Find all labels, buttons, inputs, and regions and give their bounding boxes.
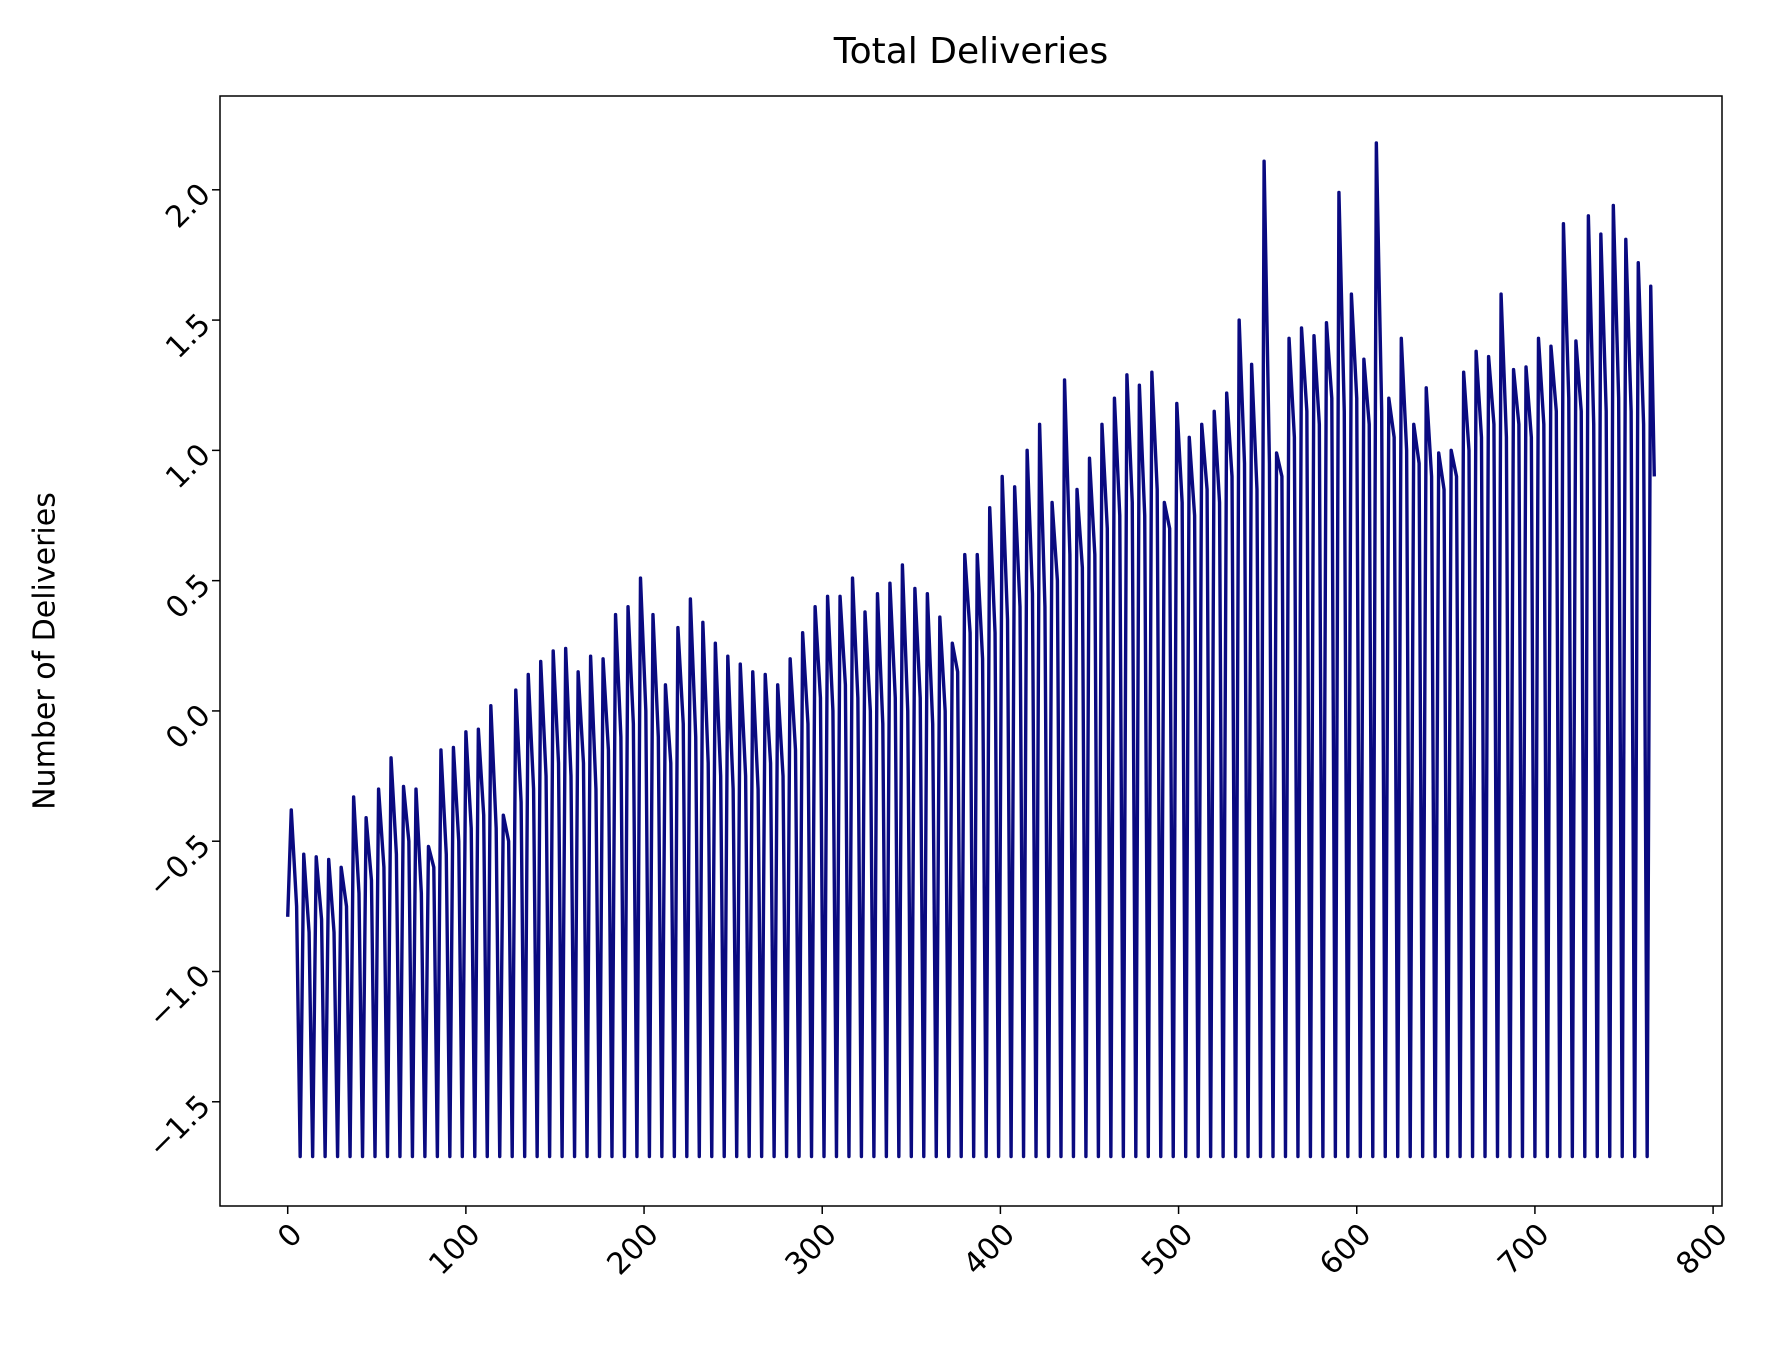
y-tick-label: 1.5	[159, 307, 217, 365]
x-tick-label: 0	[271, 1217, 309, 1255]
plot-frame	[219, 95, 1723, 1207]
x-tick-label: 700	[1491, 1217, 1556, 1282]
x-tick-label: 800	[1670, 1217, 1735, 1282]
y-tick-label: 0.5	[159, 568, 217, 626]
y-tick-label: 2.0	[159, 177, 217, 235]
y-tick-label: −0.5	[141, 828, 217, 904]
x-tick-label: 400	[957, 1217, 1022, 1282]
x-tick-label: 300	[779, 1217, 844, 1282]
x-tick-label: 500	[1135, 1217, 1200, 1282]
x-tick-label: 600	[1313, 1217, 1378, 1282]
x-tick-label: 200	[600, 1217, 665, 1282]
y-tick-label: −1.5	[141, 1089, 217, 1165]
y-tick-label: 1.0	[159, 437, 217, 495]
x-tick-label: 100	[422, 1217, 487, 1282]
chart-title: Total Deliveries	[833, 31, 1109, 72]
y-axis-label: Number of Deliveries	[28, 492, 63, 810]
y-tick-label: 0.0	[159, 698, 217, 756]
y-tick-label: −1.0	[141, 958, 217, 1034]
data-line	[286, 141, 1656, 1159]
